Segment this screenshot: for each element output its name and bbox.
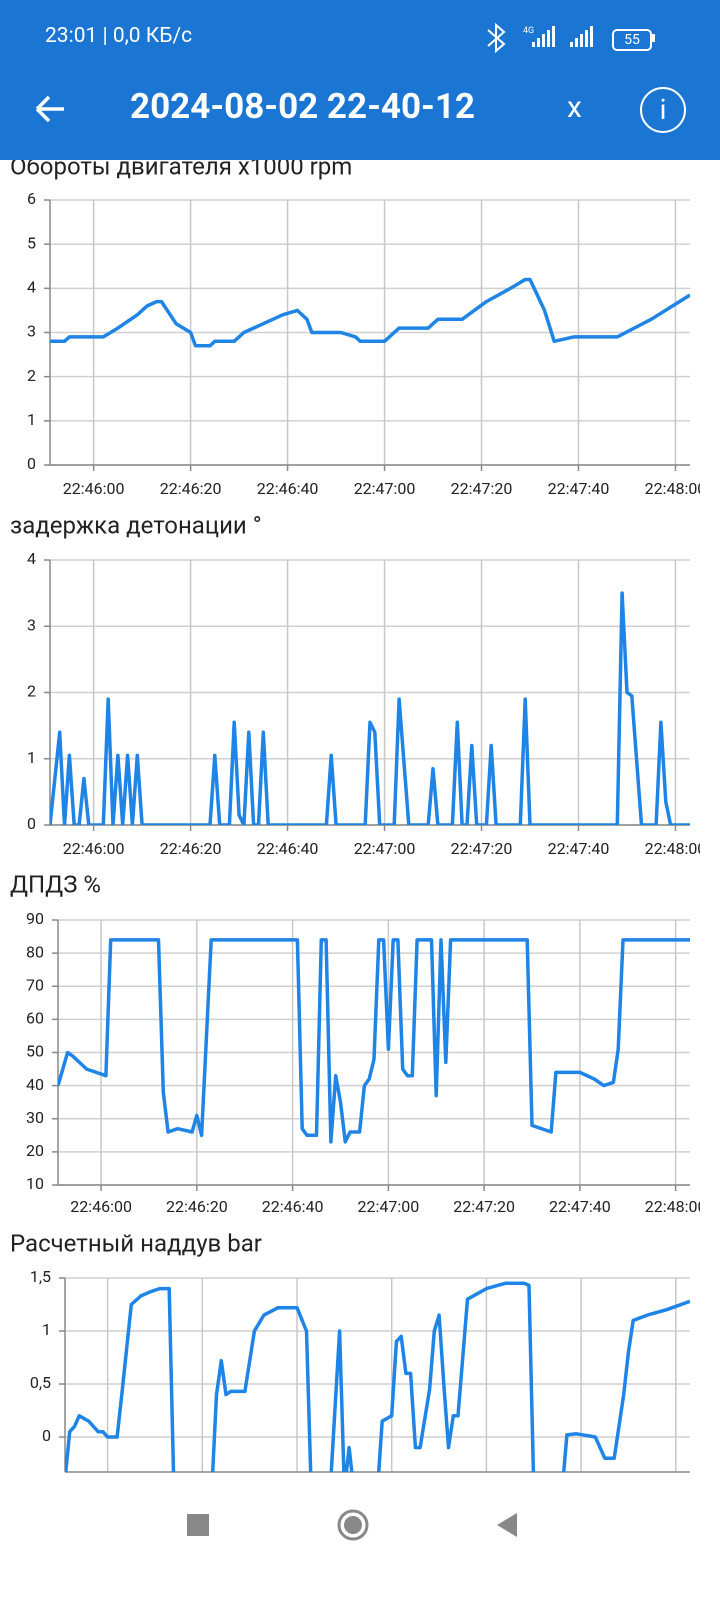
y-tick-label: 0 bbox=[27, 814, 36, 833]
y-tick-label: 90 bbox=[26, 909, 44, 928]
y-tick-label: 70 bbox=[26, 975, 44, 994]
y-tick-label: 1,5 bbox=[30, 1267, 51, 1286]
x-tick-label: 22:47:00 bbox=[354, 839, 416, 858]
x-tick-label: 22:48:00 bbox=[645, 1197, 700, 1216]
x-tick-label: 22:48:00 bbox=[645, 839, 700, 858]
recents-button[interactable] bbox=[187, 1514, 209, 1536]
app-header: 23:01 | 0,0 КБ/с 4G 55 2024-08-02 22-40-… bbox=[0, 0, 720, 160]
x-tick-label: 22:46:40 bbox=[262, 1197, 324, 1216]
status-icons bbox=[487, 22, 655, 54]
x-tick-label: 22:46:00 bbox=[70, 1197, 132, 1216]
x-tick-label: 22:47:40 bbox=[549, 1197, 611, 1216]
y-tick-label: 50 bbox=[26, 1042, 44, 1061]
x-tick-label: 22:46:40 bbox=[257, 839, 319, 858]
x-tick-label: 22:46:00 bbox=[63, 479, 125, 498]
status-time: 23:01 | 0,0 КБ/с bbox=[45, 24, 193, 48]
y-tick-label: 40 bbox=[26, 1075, 44, 1094]
data-line bbox=[58, 938, 690, 1144]
y-tick-label: 0 bbox=[27, 454, 36, 473]
x-tick-label: 22:47:40 bbox=[548, 479, 610, 498]
navigation-bar bbox=[0, 1483, 720, 1600]
x-tick-label: 22:47:20 bbox=[451, 839, 513, 858]
x-tick-label: 22:48:00 bbox=[645, 479, 700, 498]
y-tick-label: 4 bbox=[27, 549, 36, 568]
x-tick-label: 22:47:00 bbox=[354, 479, 416, 498]
back-button[interactable] bbox=[25, 80, 85, 140]
y-tick-label: 3 bbox=[27, 615, 36, 634]
y-tick-label: 4 bbox=[27, 278, 36, 297]
x-tick-label: 22:46:00 bbox=[63, 839, 125, 858]
y-tick-label: 10 bbox=[26, 1174, 44, 1193]
x-tick-label: 22:46:20 bbox=[160, 839, 222, 858]
charts: Обороты двигателя x1000 rpm012345622:46:… bbox=[10, 152, 700, 1473]
y-tick-label: 1 bbox=[27, 410, 36, 429]
chart-title: Расчетный наддув bar bbox=[10, 1229, 262, 1257]
data-line bbox=[65, 1281, 690, 1472]
y-tick-label: 60 bbox=[26, 1009, 44, 1028]
x-tick-label: 22:46:20 bbox=[160, 479, 222, 498]
x-tick-label: 22:47:00 bbox=[358, 1197, 420, 1216]
data-line bbox=[50, 591, 690, 825]
y-tick-label: 3 bbox=[27, 322, 36, 341]
x-tick-label: 22:47:20 bbox=[453, 1197, 515, 1216]
y-tick-label: 20 bbox=[26, 1141, 44, 1160]
x-tick-label: 22:47:20 bbox=[451, 479, 513, 498]
y-tick-label: 2 bbox=[27, 682, 36, 701]
x-tick-label: 22:46:20 bbox=[166, 1197, 228, 1216]
network-type: 4G bbox=[523, 26, 535, 36]
home-button[interactable] bbox=[337, 1509, 369, 1541]
y-tick-label: 2 bbox=[27, 366, 36, 385]
y-tick-label: 1 bbox=[27, 748, 36, 767]
info-button[interactable]: i bbox=[640, 87, 686, 133]
battery: 55 bbox=[612, 29, 652, 51]
y-tick-label: 0 bbox=[42, 1426, 51, 1445]
y-tick-label: 80 bbox=[26, 942, 44, 961]
y-tick-label: 5 bbox=[27, 233, 36, 252]
chart-list: Обороты двигателя x1000 rpm 0 1 2 3 4 5 6 22:46:… bbox=[10, 152, 700, 1473]
x-tick-label: 22:47:40 bbox=[548, 839, 610, 858]
y-tick-label: 1 bbox=[42, 1320, 51, 1339]
data-line bbox=[50, 277, 690, 348]
back-nav-button[interactable] bbox=[497, 1513, 517, 1537]
y-tick-label: 30 bbox=[26, 1108, 44, 1127]
x-tick-label: 22:46:40 bbox=[257, 479, 319, 498]
close-button[interactable]: x bbox=[567, 90, 582, 125]
screen-title: 2024-08-02 22-40-12 bbox=[130, 86, 475, 127]
y-tick-label: 6 bbox=[27, 189, 36, 208]
chart-title: задержка детонации ° bbox=[10, 511, 262, 539]
chart-title: ДПДЗ % bbox=[10, 870, 101, 898]
y-tick-label: 0,5 bbox=[30, 1373, 51, 1392]
nav-icons bbox=[187, 1509, 517, 1541]
